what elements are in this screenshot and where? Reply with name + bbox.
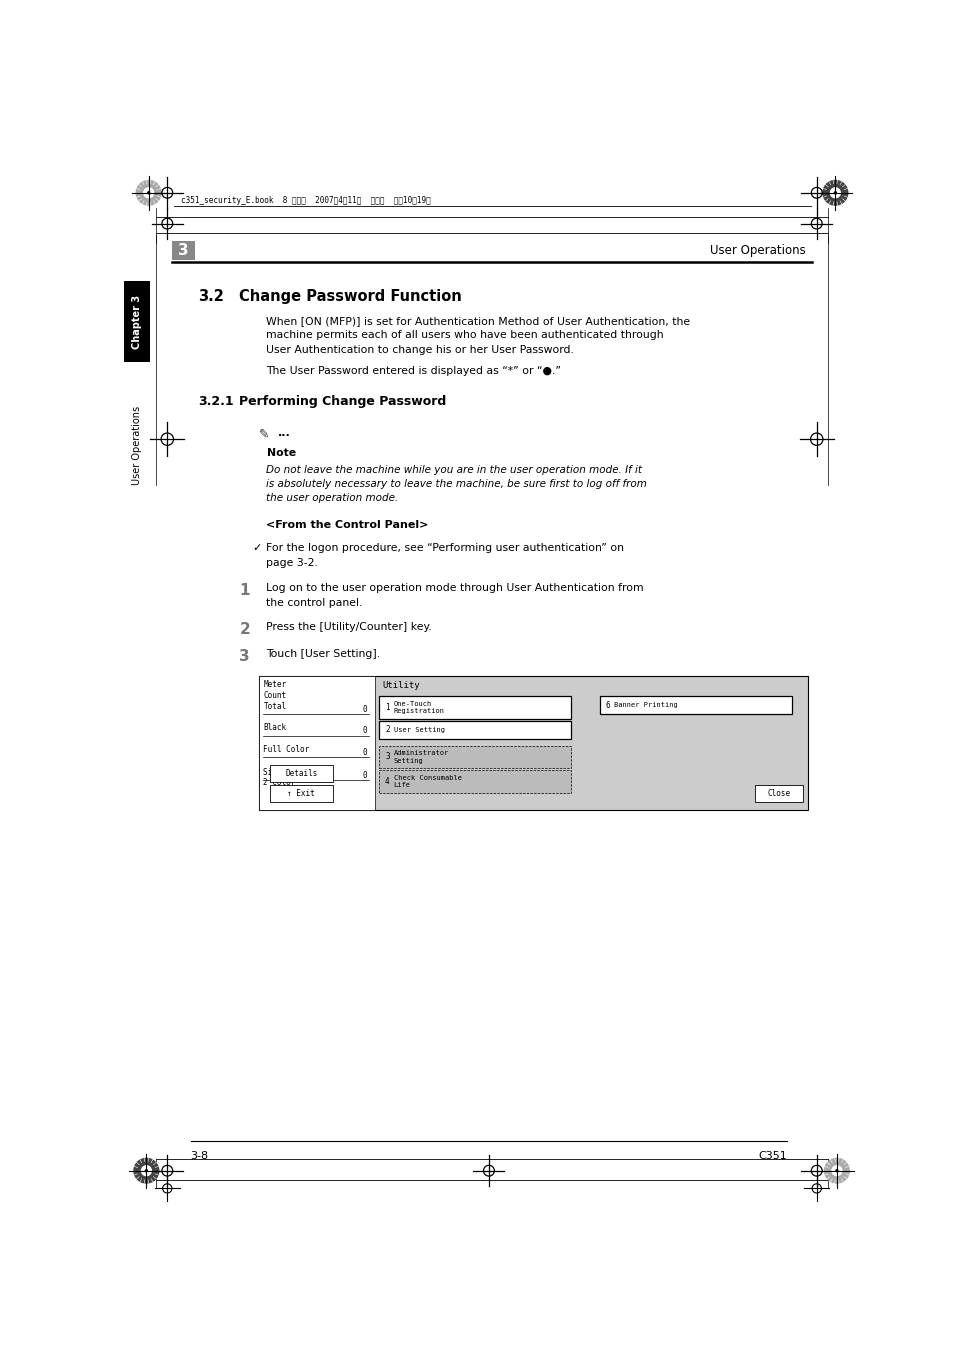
Text: 3: 3 — [239, 648, 250, 664]
Text: Note: Note — [266, 448, 295, 458]
FancyBboxPatch shape — [258, 675, 375, 810]
Text: Press the [Utility/Counter] key.: Press the [Utility/Counter] key. — [266, 622, 432, 632]
FancyBboxPatch shape — [598, 697, 791, 714]
Text: Touch [User Setting].: Touch [User Setting]. — [266, 648, 380, 659]
Text: 0: 0 — [362, 705, 367, 714]
Text: 3-8: 3-8 — [191, 1152, 209, 1161]
Text: Do not leave the machine while you are in the user operation mode. If it
is abso: Do not leave the machine while you are i… — [266, 464, 647, 504]
Circle shape — [136, 181, 161, 205]
Text: c351_security_E.book  8 ページ  2007年4月11日  水曜日  午前10時19分: c351_security_E.book 8 ページ 2007年4月11日 水曜… — [181, 196, 431, 205]
Text: Full Color: Full Color — [263, 745, 310, 753]
Circle shape — [829, 188, 840, 197]
Circle shape — [141, 1166, 152, 1176]
Circle shape — [823, 1158, 848, 1183]
FancyBboxPatch shape — [270, 784, 333, 802]
Text: Check Consumable
Life: Check Consumable Life — [394, 775, 461, 788]
Text: 1: 1 — [385, 703, 389, 711]
Circle shape — [834, 192, 836, 194]
Text: 3.2: 3.2 — [198, 289, 224, 304]
Text: 0: 0 — [362, 748, 367, 757]
Circle shape — [145, 1169, 147, 1172]
Text: 3.2.1: 3.2.1 — [198, 396, 233, 408]
Text: Total: Total — [263, 702, 286, 710]
Text: User Operations: User Operations — [709, 244, 805, 256]
Circle shape — [822, 181, 847, 205]
Text: The User Password entered is displayed as “*” or “●.”: The User Password entered is displayed a… — [266, 366, 561, 377]
Text: Banner Printing: Banner Printing — [614, 702, 678, 709]
Circle shape — [835, 1169, 837, 1172]
FancyBboxPatch shape — [258, 675, 807, 810]
Text: 0: 0 — [362, 771, 367, 780]
Text: User Setting: User Setting — [394, 726, 444, 733]
Text: Single Color +
2 Color: Single Color + 2 Color — [263, 768, 328, 787]
Text: 2: 2 — [239, 622, 250, 637]
Text: For the logon procedure, see “Performing user authentication” on
page 3-2.: For the logon procedure, see “Performing… — [266, 543, 624, 567]
Text: Change Password Function: Change Password Function — [239, 289, 461, 304]
Circle shape — [148, 192, 150, 194]
FancyBboxPatch shape — [270, 765, 333, 782]
Text: 3: 3 — [178, 243, 189, 258]
Text: Log on to the user operation mode through User Authentication from
the control p: Log on to the user operation mode throug… — [266, 583, 643, 608]
Text: 4: 4 — [385, 778, 389, 786]
FancyBboxPatch shape — [378, 697, 571, 718]
FancyBboxPatch shape — [172, 242, 195, 259]
Text: ✎: ✎ — [258, 428, 269, 440]
Text: C351: C351 — [758, 1152, 786, 1161]
Text: When [ON (MFP)] is set for Authentication Method of User Authentication, the
mac: When [ON (MFP)] is set for Authenticatio… — [266, 316, 690, 355]
Text: Details: Details — [285, 769, 317, 778]
Text: 6: 6 — [605, 701, 610, 710]
Text: 0: 0 — [362, 726, 367, 736]
FancyBboxPatch shape — [378, 721, 571, 738]
Text: 3: 3 — [385, 752, 389, 761]
Text: ...: ... — [278, 428, 291, 437]
Text: 2: 2 — [385, 725, 389, 734]
Text: <From the Control Panel>: <From the Control Panel> — [266, 520, 429, 531]
Text: 1: 1 — [239, 583, 250, 598]
Text: Close: Close — [766, 788, 789, 798]
Text: ✓: ✓ — [253, 543, 262, 554]
FancyBboxPatch shape — [378, 745, 571, 768]
FancyBboxPatch shape — [378, 771, 571, 792]
Circle shape — [133, 1158, 158, 1183]
Text: Chapter 3: Chapter 3 — [132, 294, 142, 348]
FancyBboxPatch shape — [754, 784, 802, 802]
Circle shape — [144, 188, 153, 197]
Circle shape — [831, 1166, 841, 1176]
Text: Performing Change Password: Performing Change Password — [239, 396, 446, 408]
Text: One-Touch
Registration: One-Touch Registration — [394, 701, 444, 714]
Text: User Operations: User Operations — [132, 406, 142, 485]
FancyBboxPatch shape — [124, 281, 150, 362]
Text: Black: Black — [263, 724, 286, 732]
Text: Administrator
Setting: Administrator Setting — [394, 751, 448, 764]
Text: ↑ Exit: ↑ Exit — [287, 788, 314, 798]
Text: Utility: Utility — [382, 680, 420, 690]
Text: Meter
Count: Meter Count — [263, 680, 286, 699]
